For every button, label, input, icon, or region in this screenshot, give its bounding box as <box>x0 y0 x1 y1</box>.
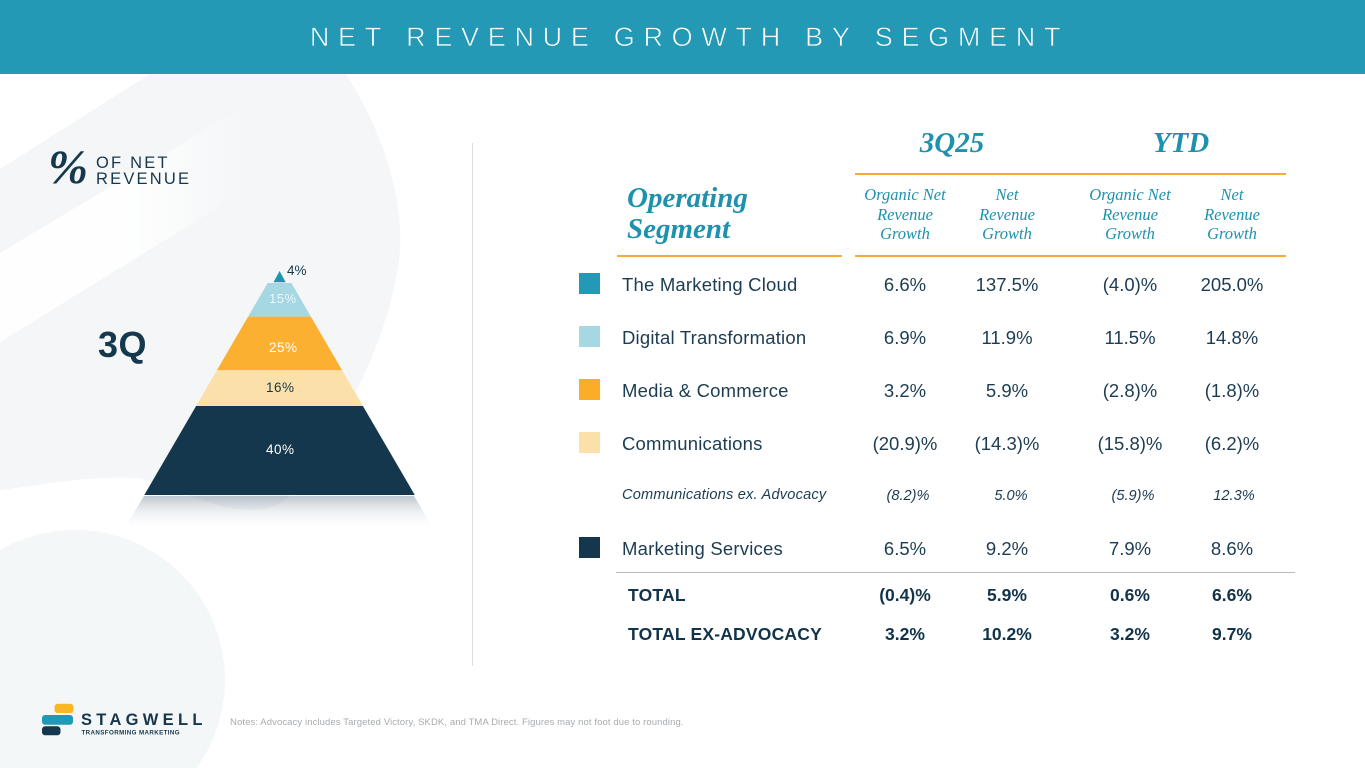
svg-text:TRANSFORMING MARKETING: TRANSFORMING MARKETING <box>82 730 181 737</box>
svg-text:STAGWELL: STAGWELL <box>81 711 207 729</box>
